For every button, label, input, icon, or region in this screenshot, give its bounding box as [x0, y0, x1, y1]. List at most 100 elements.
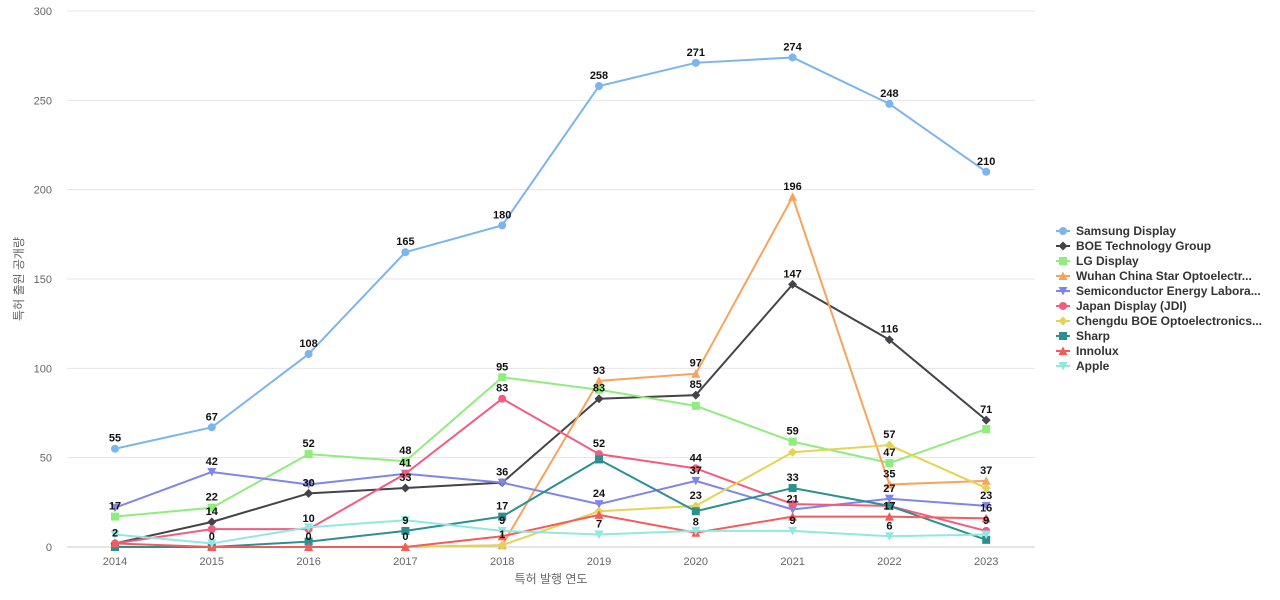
data-point [497, 526, 507, 536]
data-label: 47 [883, 447, 895, 459]
data-point [595, 385, 603, 394]
legend-item[interactable]: BOE Technology Group [1056, 239, 1211, 253]
legend-label: Samsung Display [1076, 224, 1176, 238]
data-point [691, 476, 701, 486]
series-8 [110, 510, 991, 551]
data-point [304, 450, 313, 459]
legend-item[interactable]: Chengdu BOE Optoelectronics... [1056, 314, 1262, 328]
data-point [788, 505, 798, 514]
data-label: 33 [399, 472, 411, 484]
legend-marker [1059, 257, 1067, 265]
legend-marker [1058, 241, 1068, 251]
data-point [595, 455, 603, 464]
data-label: 8 [693, 517, 699, 529]
x-tick-label: 2019 [587, 556, 611, 568]
data-point [884, 512, 894, 521]
data-point [884, 532, 894, 541]
data-point [982, 535, 991, 544]
legend-marker [1059, 302, 1067, 310]
data-point [884, 335, 894, 345]
data-point [981, 415, 991, 425]
series-group [110, 53, 991, 552]
legend-marker [1059, 332, 1067, 340]
data-point [400, 516, 410, 525]
legend-label: BOE Technology Group [1076, 239, 1211, 253]
data-label: 9 [402, 515, 408, 527]
data-point [498, 373, 507, 382]
data-label: 37 [980, 465, 992, 477]
x-tick-label: 2018 [490, 556, 514, 568]
series-line [115, 195, 987, 548]
series-line [114, 376, 987, 518]
data-label: 7 [596, 518, 602, 530]
x-tick-label: 2017 [393, 556, 417, 568]
legend-label: LG Display [1076, 254, 1139, 268]
data-point [691, 401, 700, 410]
legend-item[interactable]: Sharp [1056, 329, 1110, 343]
data-point [691, 369, 701, 378]
data-point [788, 526, 798, 536]
data-point [884, 479, 894, 489]
x-tick-label: 2022 [877, 556, 901, 568]
legend-label: Apple [1076, 359, 1110, 373]
data-label: 41 [399, 458, 411, 470]
data-point [304, 523, 314, 532]
data-point [207, 525, 216, 534]
data-point [788, 447, 798, 457]
series-9 [110, 516, 991, 548]
data-point [304, 488, 314, 498]
y-axis-ticks: 0 50 100 150 200 250 300 [34, 6, 52, 554]
data-label: 33 [786, 472, 798, 484]
data-label: 17 [109, 501, 121, 513]
data-point [981, 476, 991, 485]
gridlines [67, 10, 1035, 459]
legend-label: Chengdu BOE Optoelectronics... [1076, 314, 1262, 328]
legend-item[interactable]: Apple [1056, 359, 1110, 373]
data-point [981, 513, 991, 523]
x-tick-label: 2015 [200, 556, 224, 568]
data-label: 2 [112, 527, 118, 539]
data-label: 67 [206, 411, 218, 423]
data-label: 36 [496, 467, 508, 479]
y-axis-title: 특허 출원 공개량 [12, 237, 26, 321]
data-label: 14 [206, 506, 219, 518]
data-point [594, 500, 604, 509]
x-tick-label: 2023 [974, 556, 998, 568]
data-point [981, 530, 991, 539]
data-label: 9 [790, 515, 796, 527]
legend-marker [1058, 346, 1068, 355]
data-point [594, 376, 604, 385]
data-label: 27 [883, 483, 895, 495]
legend-item[interactable]: Semiconductor Energy Labora... [1056, 284, 1261, 298]
data-point [401, 248, 410, 257]
data-point [400, 483, 410, 493]
data-point [788, 484, 797, 493]
legend-label: Japan Display (JDI) [1076, 299, 1187, 313]
data-label: 42 [206, 456, 218, 468]
data-label: 9 [983, 515, 989, 527]
data-label: 0 [209, 531, 215, 543]
data-label: 48 [399, 445, 411, 457]
legend-item[interactable]: Wuhan China Star Optoelectr... [1056, 269, 1252, 283]
x-tick-label: 2020 [684, 556, 708, 568]
data-point [981, 483, 991, 493]
data-label: 17 [496, 501, 508, 513]
data-label: 6 [886, 520, 892, 532]
legend-item[interactable]: Samsung Display [1056, 224, 1176, 238]
legend-item[interactable]: Innolux [1056, 344, 1119, 358]
legend-marker [1058, 287, 1068, 296]
y-tick-label: 0 [46, 542, 52, 554]
legend-item[interactable]: LG Display [1056, 254, 1139, 268]
data-point [691, 526, 701, 536]
data-point [400, 542, 410, 551]
y-tick-label: 150 [34, 274, 52, 286]
legend-label: Wuhan China Star Optoelectr... [1076, 269, 1252, 283]
data-label: 274 [783, 41, 802, 53]
data-point [498, 394, 507, 403]
data-point [304, 480, 314, 489]
data-point [207, 539, 217, 548]
y-tick-label: 200 [34, 185, 52, 197]
legend-item[interactable]: Japan Display (JDI) [1056, 299, 1187, 313]
data-point [304, 350, 313, 359]
